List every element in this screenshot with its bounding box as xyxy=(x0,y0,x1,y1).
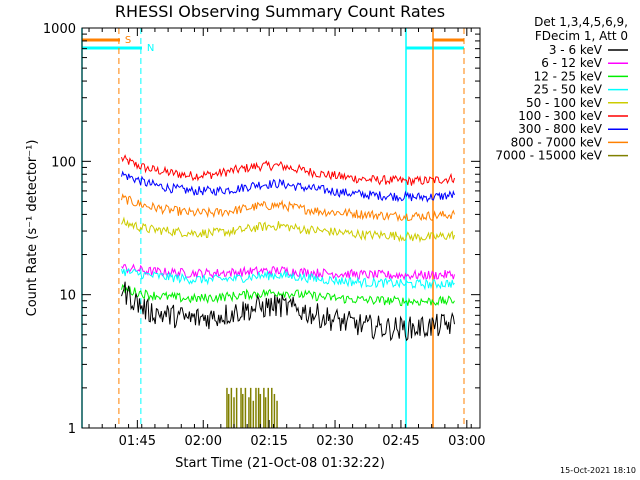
legend-header-line-2: FDecim 1, Att 0 xyxy=(535,29,628,43)
y-tick-label: 100 xyxy=(51,155,76,170)
x-tick-label: 02:45 xyxy=(382,434,419,449)
marker-label-s: S xyxy=(125,35,131,46)
legend-entry-label: 7000 - 15000 keV xyxy=(495,149,602,163)
series-800-7000-kev xyxy=(121,193,455,223)
legend-entry-label: 3 - 6 keV xyxy=(549,43,603,57)
series-100-300-kev xyxy=(121,154,455,186)
attenuator-overlay xyxy=(81,28,465,428)
y-tick-label: 10 xyxy=(59,289,76,304)
series-50-100-kev xyxy=(121,216,455,244)
series-3-6-kev xyxy=(121,281,455,342)
x-axis-label: Start Time (21-Oct-08 01:32:22) xyxy=(175,456,385,471)
y-tick-label: 1000 xyxy=(43,22,76,37)
x-tick-label: 01:45 xyxy=(119,434,156,449)
series-25-50-kev xyxy=(121,267,455,291)
legend-entry-label: 100 - 300 keV xyxy=(518,109,602,123)
legend-entry-label: 300 - 800 keV xyxy=(518,122,602,136)
legend-entry-label: 50 - 100 keV xyxy=(526,96,603,110)
x-tick-label: 02:30 xyxy=(316,434,353,449)
x-tick-label: 02:00 xyxy=(185,434,222,449)
y-axis-label: Count Rate (s⁻¹ detector⁻¹) xyxy=(25,140,40,317)
legend-entry-label: 800 - 7000 keV xyxy=(511,135,603,149)
footer-timestamp: 15-Oct-2021 18:10 xyxy=(560,466,636,475)
x-axis: 01:45 02:00 02:15 02:30 02:45 03:00 xyxy=(88,28,486,449)
y-tick-label: 1 xyxy=(68,422,76,437)
legend-entry-label: 25 - 50 keV xyxy=(534,83,603,97)
series-12-25-kev xyxy=(121,283,455,307)
legend-entry-label: 6 - 12 keV xyxy=(541,56,603,70)
series-layer xyxy=(121,154,455,428)
y-axis: 1 10 100 1000 xyxy=(43,22,480,437)
x-tick-label: 02:15 xyxy=(250,434,287,449)
chart-title: RHESSI Observing Summary Count Rates xyxy=(115,2,445,21)
x-tick-label: 03:00 xyxy=(448,434,485,449)
series-300-800-kev xyxy=(121,170,455,203)
plot-frame xyxy=(81,27,481,429)
legend-entry-label: 12 - 25 keV xyxy=(534,69,603,83)
legend: Det 1,3,4,5,6,9, FDecim 1, Att 0 3 - 6 k… xyxy=(495,15,628,163)
marker-label-n: N xyxy=(147,43,154,54)
legend-header-line-1: Det 1,3,4,5,6,9, xyxy=(534,15,628,29)
